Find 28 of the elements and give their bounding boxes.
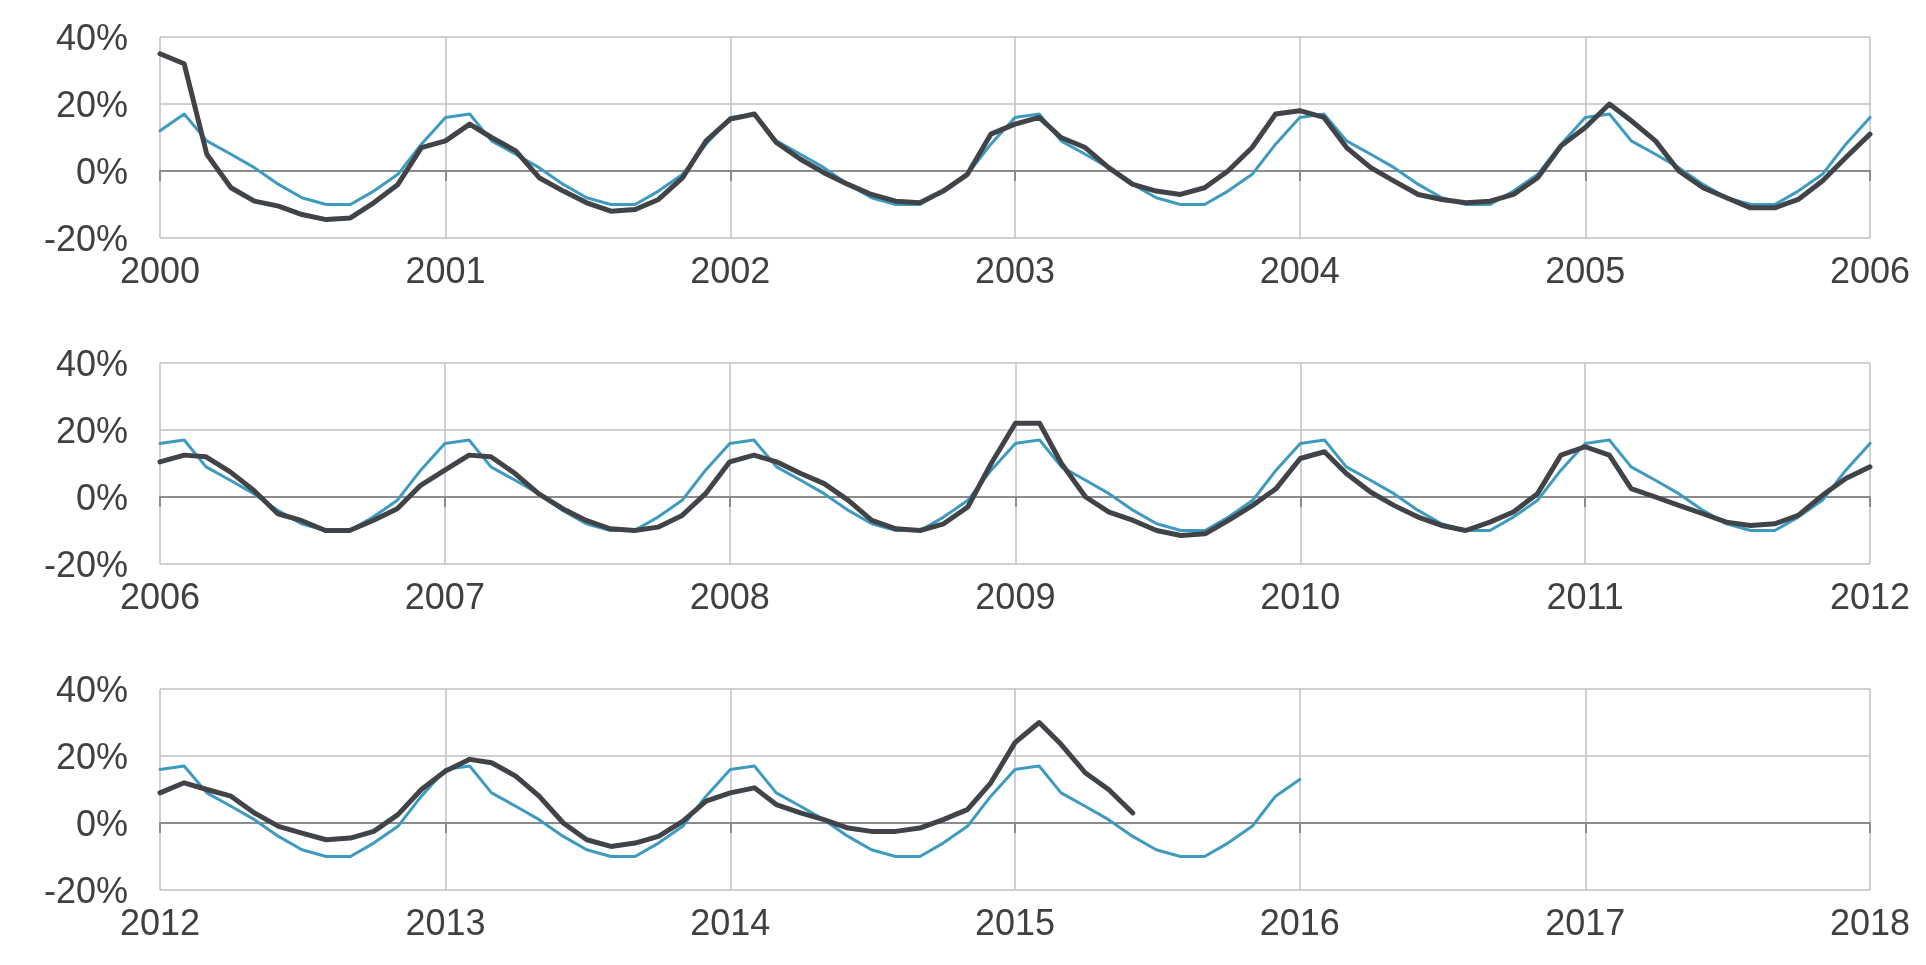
x-tick-label: 2007 [404, 575, 485, 617]
x-tick-label: 2011 [1546, 575, 1624, 617]
y-tick-label: 20% [55, 409, 128, 451]
x-tick-label: 2006 [1829, 249, 1911, 291]
x-tick-label: 2008 [689, 575, 770, 617]
x-tick-label: 2001 [405, 249, 486, 291]
x-tick-label: 2013 [405, 901, 486, 943]
x-tick-label: 2002 [690, 249, 771, 291]
y-tick-label: 40% [55, 668, 128, 710]
y-tick-label: 40% [55, 16, 128, 58]
x-tick-label: 2016 [1259, 901, 1340, 943]
y-tick-label: 0% [75, 802, 128, 844]
y-tick-label: 20% [55, 735, 128, 777]
x-tick-label: 2014 [690, 901, 771, 943]
y-tick-label: 20% [55, 83, 128, 125]
x-tick-label: 2018 [1829, 901, 1911, 943]
x-tick-label: 2015 [974, 901, 1056, 943]
x-tick-label: 2009 [975, 575, 1056, 617]
x-tick-label: 2017 [1545, 901, 1626, 943]
x-tick-label: 2005 [1545, 249, 1626, 291]
x-tick-label: 2004 [1259, 249, 1340, 291]
x-tick-label: 2012 [1829, 575, 1911, 617]
x-tick-label: 2010 [1260, 575, 1341, 617]
y-tick-label: 0% [75, 476, 128, 518]
x-tick-label: 2003 [974, 249, 1056, 291]
y-tick-label: 0% [75, 150, 128, 192]
line-series [158, 764, 1302, 858]
y-tick-label: 40% [55, 342, 128, 384]
